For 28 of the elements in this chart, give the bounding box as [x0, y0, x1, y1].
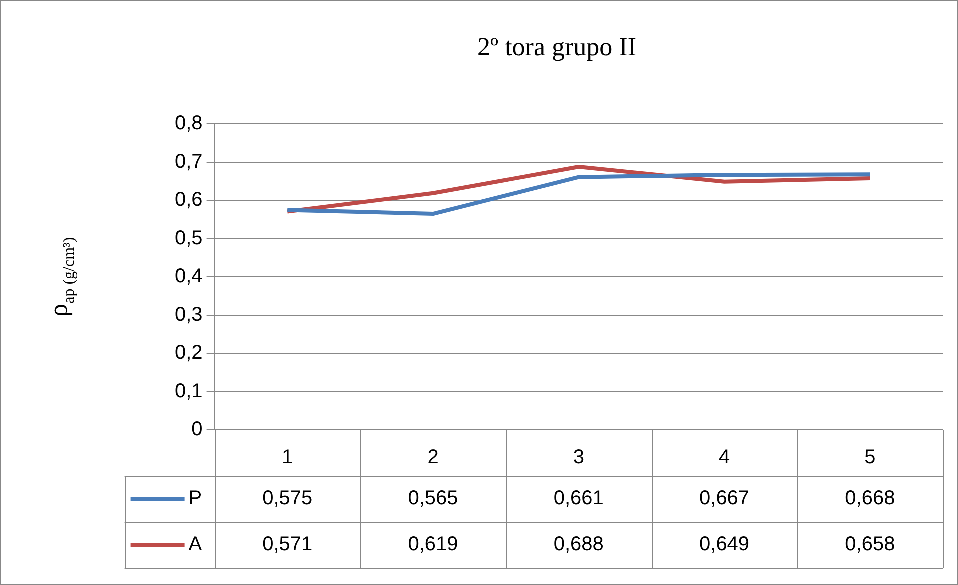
y-tick-label: 0,7	[174, 150, 203, 173]
y-tick-label: 0,6	[174, 189, 203, 212]
data-label: 0,565	[408, 488, 458, 510]
legend-label: P	[188, 488, 202, 510]
data-label: 0,667	[700, 488, 750, 510]
x-tick-label: 3	[573, 446, 584, 469]
legend-label: A	[188, 534, 203, 556]
y-tick-label: 0,4	[174, 266, 203, 288]
x-tick-label: 1	[282, 446, 294, 469]
y-axis-title: ρap (g/cm³)	[44, 237, 78, 317]
data-label: 0,668	[845, 488, 896, 510]
y-tick-label: 0,3	[174, 304, 203, 326]
data-label: 0,575	[262, 488, 313, 510]
chart-title: 2º tora grupo II	[478, 32, 636, 62]
data-label: 0,658	[845, 534, 896, 556]
y-tick-label: 0,1	[174, 380, 203, 402]
data-label: 0,649	[700, 534, 750, 556]
x-tick-label: 2	[428, 446, 439, 469]
data-label: 0,619	[408, 534, 458, 556]
y-tick-label: 0,8	[174, 112, 203, 135]
y-tick-label: 0	[192, 418, 203, 441]
x-tick-label: 5	[864, 446, 876, 469]
x-tick-label: 4	[718, 446, 730, 469]
data-label: 0,688	[554, 534, 604, 556]
data-label: 0,661	[554, 488, 604, 510]
data-label: 0,571	[262, 534, 313, 556]
y-tick-label: 0,5	[174, 227, 203, 250]
y-tick-label: 0,2	[174, 342, 203, 364]
